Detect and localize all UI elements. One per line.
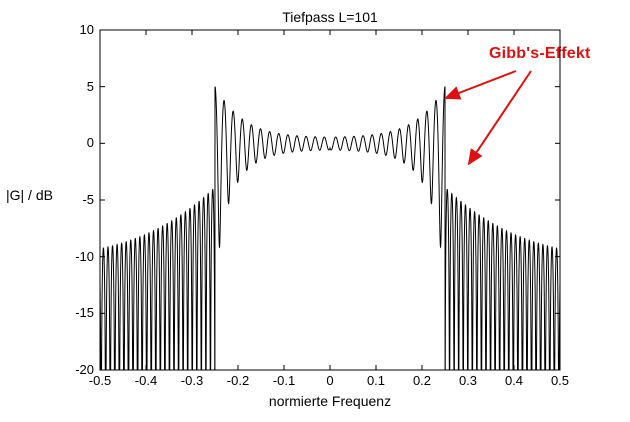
y-tick-label: 5 xyxy=(86,78,94,94)
x-tick-label: -0.5 xyxy=(88,373,112,388)
magnitude-curve xyxy=(100,86,560,370)
annotation-arrow xyxy=(467,70,532,166)
annotation-arrow xyxy=(444,70,517,100)
y-tick-label: 0 xyxy=(86,135,94,151)
x-tick-label: -0.3 xyxy=(180,373,204,388)
annotation-arrows xyxy=(444,70,532,166)
y-axis-label: |G| / dB xyxy=(6,187,53,203)
x-tick-label: 0.3 xyxy=(458,373,478,388)
tick-marks xyxy=(99,29,561,371)
y-tick-label: -20 xyxy=(75,362,94,377)
y-tick-label: 10 xyxy=(79,22,94,37)
x-tick-label: 0.5 xyxy=(550,373,570,388)
x-tick-label: -0.4 xyxy=(134,373,158,388)
x-axis-label: normierte Frequenz xyxy=(268,393,392,409)
x-tick-label: 0 xyxy=(326,373,334,388)
y-tick-label: -10 xyxy=(75,248,94,264)
x-tick-label: 0.2 xyxy=(412,373,432,388)
chart-title: Tiefpass L=101 xyxy=(282,9,378,25)
x-tick-label: -0.2 xyxy=(226,373,250,388)
y-tick-label: -15 xyxy=(75,305,94,321)
x-tick-label: 0.4 xyxy=(504,373,524,388)
gibbs-effect-annotation: Gibb's-Effekt xyxy=(489,45,591,62)
y-tick-label: -5 xyxy=(82,192,94,207)
x-tick-label: -0.1 xyxy=(272,373,296,388)
x-tick-label: 0.1 xyxy=(366,373,386,388)
